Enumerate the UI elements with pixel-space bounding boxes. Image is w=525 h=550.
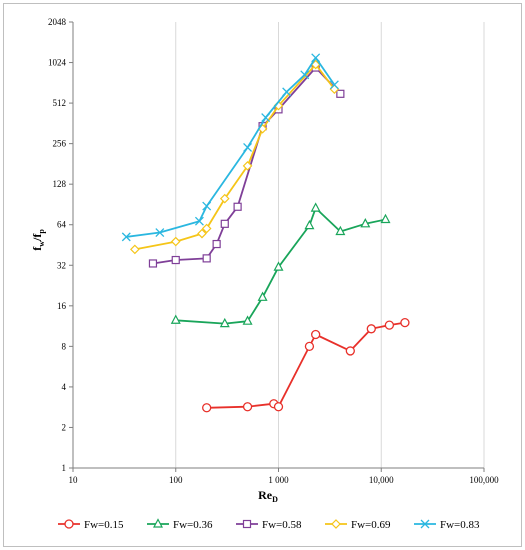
y-tick-label-3: 8 (62, 341, 67, 351)
data-point-4-4 (243, 142, 253, 152)
series-line-3 (134, 63, 336, 251)
data-point-4-2 (194, 216, 204, 226)
data-point-0-6 (345, 346, 355, 356)
data-point-1-2 (242, 315, 253, 325)
series-line-0 (206, 321, 406, 409)
series-line-2 (152, 66, 342, 265)
data-point-4-6 (282, 87, 292, 97)
data-point-0-1 (242, 402, 253, 412)
data-point-2-5 (233, 202, 242, 211)
x-tick-label-0: 10 (69, 475, 79, 485)
y-tick-label-0: 1 (62, 463, 67, 473)
data-point-0-4 (304, 341, 315, 352)
data-point-2-9 (336, 89, 345, 98)
legend-marker-1 (153, 518, 163, 528)
data-point-0-3 (273, 402, 284, 412)
data-point-3-1 (170, 236, 181, 247)
series-1 (170, 202, 391, 328)
legend-item-3: Fw=0.69 (325, 519, 391, 531)
data-point-2-2 (202, 254, 211, 263)
data-point-2-4 (220, 219, 229, 228)
data-point-4-5 (261, 113, 271, 122)
y-tick-label-1: 2 (62, 422, 67, 432)
y-tick-label-5: 32 (57, 260, 66, 270)
legend-marker-2 (242, 519, 252, 529)
y-tick-label-7: 128 (53, 179, 67, 189)
series-4 (121, 53, 339, 242)
legend: Fw=0.15 Fw=0.36 Fw=0.58 Fw=0.69 Fw=0.83 (58, 518, 480, 531)
data-point-4-7 (300, 70, 310, 80)
data-point-1-1 (219, 317, 230, 328)
legend-marker-4 (420, 519, 430, 529)
legend-item-0: Fw=0.15 (58, 519, 124, 531)
data-point-1-8 (360, 218, 371, 228)
data-point-0-8 (384, 320, 395, 330)
y-tick-label-4: 16 (57, 301, 67, 311)
y-tick-label-9: 512 (53, 98, 67, 108)
data-point-4-9 (329, 80, 339, 90)
y-tick-label-6: 64 (57, 220, 67, 230)
x-tick-label-4: 100,000 (469, 475, 499, 485)
legend-item-1: Fw=0.36 (147, 518, 213, 531)
legend-label-4: Fw=0.83 (440, 519, 480, 531)
series-layer (121, 53, 410, 413)
x-tick-label-1: 100 (169, 475, 183, 485)
data-point-1-7 (335, 225, 346, 236)
data-point-1-0 (170, 314, 181, 324)
legend-item-4: Fw=0.83 (414, 519, 480, 531)
data-point-3-3 (201, 223, 212, 234)
legend-label-1: Fw=0.36 (173, 519, 213, 531)
data-point-0-0 (202, 403, 212, 413)
y-tick-label-11: 2048 (48, 17, 67, 27)
data-point-3-5 (242, 161, 253, 171)
data-point-0-5 (311, 329, 321, 340)
data-point-4-3 (202, 201, 212, 211)
legend-item-2: Fw=0.58 (236, 519, 302, 531)
data-point-1-9 (380, 213, 391, 224)
data-point-1-3 (257, 291, 268, 301)
data-point-3-4 (219, 193, 230, 204)
y-tick-label-10: 1024 (48, 58, 67, 68)
chart-frame (3, 3, 522, 547)
data-point-0-7 (366, 324, 376, 334)
x-tick-label-3: 10,000 (369, 475, 394, 485)
legend-label-0: Fw=0.15 (84, 519, 124, 531)
data-point-1-4 (273, 261, 284, 271)
series-line-1 (175, 207, 386, 325)
y-tick-label-2: 4 (62, 382, 67, 392)
legend-marker-3 (331, 519, 341, 529)
series-line-4 (126, 56, 336, 238)
data-point-2-3 (212, 239, 221, 249)
data-point-4-8 (311, 53, 321, 63)
x-tick-label-2: 1 000 (268, 475, 289, 485)
axes (69, 21, 485, 472)
y-axis-title: fw/fp (30, 229, 46, 251)
y-tick-label-8: 256 (53, 139, 67, 149)
series-0 (202, 317, 410, 413)
data-point-2-0 (148, 259, 158, 268)
legend-label-2: Fw=0.58 (262, 519, 302, 531)
data-point-3-0 (130, 244, 140, 255)
data-point-2-1 (171, 255, 180, 265)
data-point-1-5 (304, 219, 315, 230)
data-point-4-0 (121, 232, 131, 242)
legend-marker-0 (64, 519, 74, 529)
legend-label-3: Fw=0.69 (351, 519, 391, 531)
data-point-0-9 (400, 317, 410, 328)
data-point-3-2 (197, 228, 207, 239)
tick-labels: 1 2 4 8 16 32 64 128 256 512 1024 2048 10 100 1 000 10,… (48, 17, 499, 485)
data-point-1-6 (310, 202, 321, 212)
data-point-4-1 (155, 228, 165, 237)
x-axis-title: ReD (258, 488, 278, 504)
